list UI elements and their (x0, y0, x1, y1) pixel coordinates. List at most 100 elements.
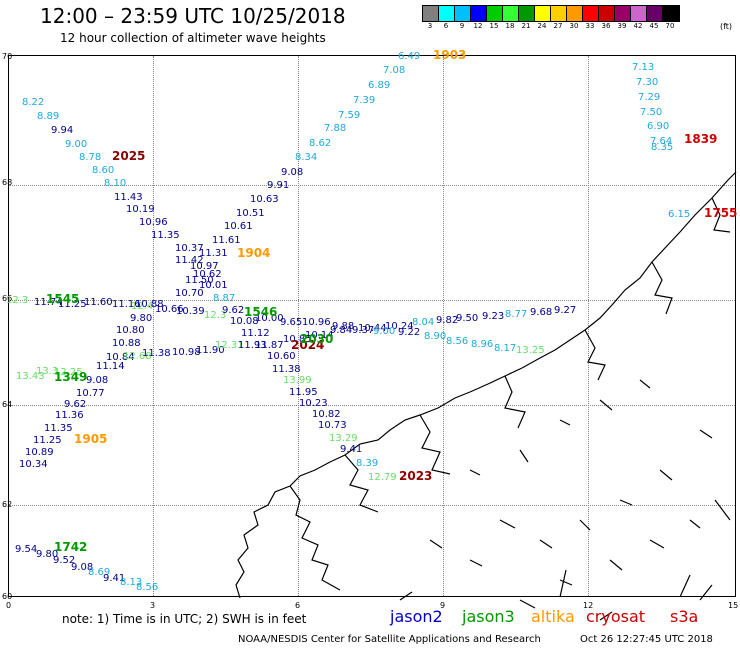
legend-swatch (599, 6, 615, 21)
wave-height-value: 11.25 (58, 299, 87, 310)
legend-swatch (631, 6, 647, 21)
wave-height-value: 12.31 (215, 340, 244, 351)
wave-height-value: 8.87 (213, 293, 236, 304)
wave-height-value: 8.60 (92, 165, 115, 176)
wave-height-value: 8.22 (22, 97, 45, 108)
generated-timestamp: Oct 26 12:27:45 UTC 2018 (580, 634, 713, 645)
wave-height-value: 10.77 (76, 388, 105, 399)
map-subtitle: 12 hour collection of altimeter wave hei… (60, 31, 326, 45)
lon-label: 9 (440, 601, 446, 610)
wave-height-value: 10.63 (250, 194, 279, 205)
legend-swatch (455, 6, 471, 21)
wave-height-value: 9.65 (280, 317, 303, 328)
wave-height-value: 10.80 (116, 325, 145, 336)
wave-height-value: 12.4 (131, 301, 154, 312)
grid-line-lon-9 (443, 56, 444, 596)
wave-height-value: 8.62 (309, 138, 332, 149)
legend-value: 45 (649, 22, 659, 30)
legend-value: 27 (553, 22, 563, 30)
legend-value: 9 (459, 22, 465, 30)
wave-height-value: 7.39 (353, 95, 376, 106)
wave-height-value: 10.00 (255, 313, 284, 324)
wave-height-value: 12.68 (123, 351, 152, 362)
wave-height-value: 11.87 (255, 340, 284, 351)
grid-line-lon-6 (298, 56, 299, 596)
wave-height-value: 9.82 (436, 315, 459, 326)
wave-height-value: 10.98 (172, 347, 201, 358)
wave-height-value: 11.50 (185, 275, 214, 286)
wave-height-value: 9.52 (53, 555, 76, 566)
wave-height-value: 10.23 (299, 398, 328, 409)
legend-value: 3 (427, 22, 433, 30)
wave-height-value: 9.37 (352, 325, 375, 336)
norway-fjords (289, 197, 731, 591)
legend-swatch (503, 6, 519, 21)
wave-height-value: 9.08 (281, 167, 304, 178)
wave-height-value: 11.36 (55, 410, 84, 421)
wave-height-value: 10.88 (112, 338, 141, 349)
wave-height-value: 8.35 (651, 142, 674, 153)
map-title: 12:00 – 23:59 UTC 10/25/2018 (40, 4, 346, 28)
wave-height-value: 11.74 (34, 297, 63, 308)
wave-height-value: 10.66 (155, 304, 184, 315)
satellite-label-altika: altika (531, 607, 575, 626)
wave-height-value: 8.10 (104, 178, 127, 189)
wave-height-value: 9.41 (103, 573, 126, 584)
wave-height-value: 10.73 (318, 420, 347, 431)
legend-value: 33 (585, 22, 595, 30)
wave-height-value: 9.91 (267, 180, 290, 191)
pass-time-label: 1839 (684, 132, 718, 146)
legend-swatch (423, 6, 439, 21)
grid-line-lat-68 (9, 185, 735, 186)
legend-swatch (567, 6, 583, 21)
lat-label: 70 (2, 52, 13, 61)
legend-swatch (615, 6, 631, 21)
pass-time-label: 2023 (399, 469, 433, 483)
wave-height-value: 9.62 (222, 305, 245, 316)
wave-height-value: 9.00 (373, 326, 396, 337)
wave-height-value: 11.35 (151, 230, 180, 241)
wave-height-value: 9.27 (554, 305, 577, 316)
lat-label: 66 (2, 294, 13, 303)
wave-height-value: 6.49 (398, 51, 421, 62)
wave-height-value: 9.50 (456, 313, 479, 324)
legend-value: 21 (521, 22, 531, 30)
pass-time-label: 1905 (74, 432, 108, 446)
wave-height-value: 8.89 (37, 111, 60, 122)
wave-height-value: 10.37 (175, 243, 204, 254)
grid-line-lat-64 (9, 405, 735, 406)
legend-swatch (551, 6, 567, 21)
wave-height-value: 8.17 (494, 343, 517, 354)
wave-height-value: 8.04 (412, 317, 435, 328)
wave-height-value: 11.12 (241, 328, 270, 339)
wave-height-value: 7.13 (632, 62, 655, 73)
satellite-label-jason3: jason3 (462, 607, 515, 626)
grid-line-lon-3 (153, 56, 154, 596)
wave-height-value: 9.80 (36, 549, 59, 560)
legend-value: 36 (601, 22, 611, 30)
lon-label: 12 (583, 601, 594, 610)
wave-height-value: 12.79 (368, 472, 397, 483)
wave-height-value: 11.42 (175, 255, 204, 266)
pass-time-label: 1349 (54, 370, 88, 384)
grid-line-lat-66 (9, 300, 735, 301)
lon-label: 3 (150, 601, 156, 610)
wave-height-value: 9.00 (65, 139, 88, 150)
wave-height-value: 10.34 (19, 459, 48, 470)
wave-height-value: 10.85 (283, 334, 312, 345)
lat-label: 68 (2, 178, 13, 187)
wave-height-value: 12.25 (54, 367, 83, 378)
wave-height-value: 8.39 (356, 458, 379, 469)
legend-swatch (439, 6, 455, 21)
wave-height-value: 11.43 (114, 192, 143, 203)
inland-lakes (399, 379, 713, 621)
wave-height-value: 8.96 (471, 339, 494, 350)
wave-height-value: 10.61 (224, 221, 253, 232)
pass-time-label: 1904 (237, 246, 271, 260)
legend-swatch (663, 6, 679, 21)
wave-height-value: 8.78 (79, 152, 102, 163)
legend-value: 39 (617, 22, 627, 30)
pass-time-label: 1742 (54, 540, 88, 554)
wave-height-value: 9.62 (64, 399, 87, 410)
